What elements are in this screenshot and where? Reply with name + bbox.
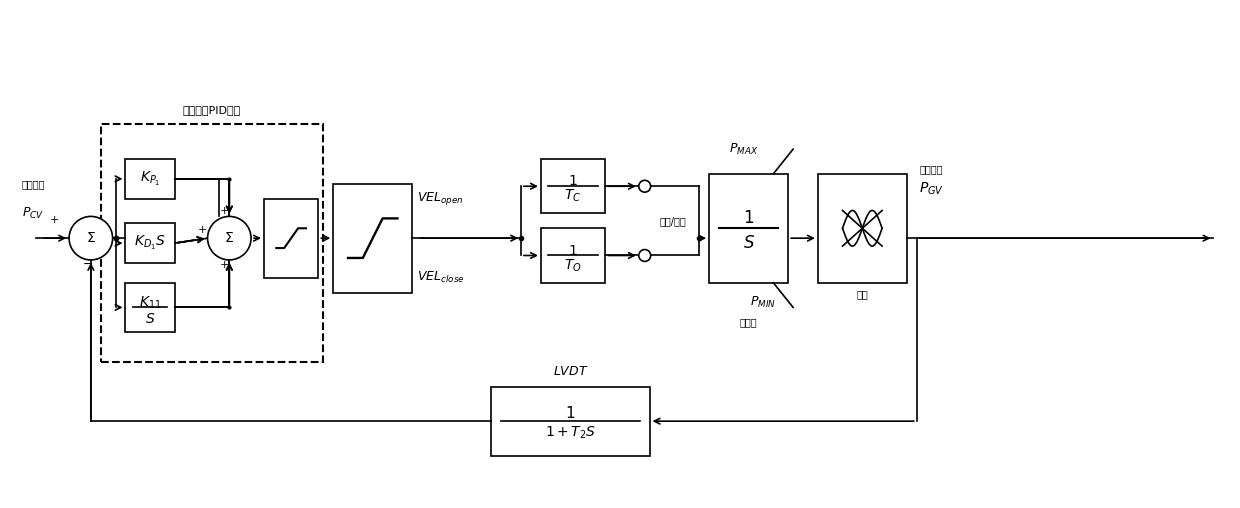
Text: $1+T_2S$: $1+T_2S$	[544, 425, 596, 441]
Circle shape	[207, 216, 250, 260]
Text: $P_{CV}$: $P_{CV}$	[21, 206, 43, 221]
Text: $T_O$: $T_O$	[564, 257, 582, 274]
Text: $VEL_{open}$: $VEL_{open}$	[417, 190, 464, 207]
Text: $1$: $1$	[565, 405, 575, 421]
Bar	[100, 124, 324, 362]
Bar	[125, 159, 175, 199]
Text: 延时: 延时	[857, 290, 868, 300]
Text: 电液转换PID模块: 电液转换PID模块	[182, 105, 241, 115]
Text: $K_{P_1}$: $K_{P_1}$	[140, 170, 160, 188]
Text: $P_{MAX}$: $P_{MAX}$	[729, 142, 758, 156]
Text: 开启/关闭: 开启/关闭	[660, 216, 686, 226]
Text: +: +	[219, 206, 229, 216]
Bar	[541, 228, 605, 282]
Circle shape	[639, 180, 651, 192]
Text: $P_{GV}$: $P_{GV}$	[919, 180, 944, 197]
Bar	[334, 184, 412, 293]
Text: $\Sigma$: $\Sigma$	[224, 231, 234, 245]
Text: 调门指令: 调门指令	[21, 179, 45, 189]
Bar	[125, 282, 175, 332]
Text: $-$: $-$	[82, 258, 93, 270]
Bar	[541, 159, 605, 213]
Text: $VEL_{close}$: $VEL_{close}$	[417, 270, 465, 285]
Text: +: +	[198, 225, 207, 235]
Circle shape	[69, 216, 113, 260]
Text: $K_{D_1}S$: $K_{D_1}S$	[134, 234, 166, 252]
Text: +: +	[50, 215, 60, 226]
Bar	[491, 387, 650, 456]
Text: $K_{11}$: $K_{11}$	[139, 294, 161, 311]
Bar	[818, 174, 906, 282]
Text: $\Sigma$: $\Sigma$	[86, 231, 95, 245]
Text: $1$: $1$	[568, 174, 578, 188]
Text: 调门开度: 调门开度	[920, 164, 944, 174]
Text: $T_C$: $T_C$	[564, 188, 582, 204]
Bar	[709, 174, 789, 282]
Text: $S$: $S$	[743, 234, 755, 252]
Text: $S$: $S$	[145, 312, 155, 326]
Text: 油动机: 油动机	[740, 317, 758, 327]
Bar	[264, 199, 319, 278]
Circle shape	[639, 249, 651, 262]
Text: $P_{MIN}$: $P_{MIN}$	[750, 295, 776, 310]
Text: $1$: $1$	[743, 209, 754, 228]
Text: $1$: $1$	[568, 243, 578, 258]
Text: +: +	[219, 260, 229, 270]
Bar	[125, 224, 175, 263]
Text: $LVDT$: $LVDT$	[553, 365, 588, 378]
